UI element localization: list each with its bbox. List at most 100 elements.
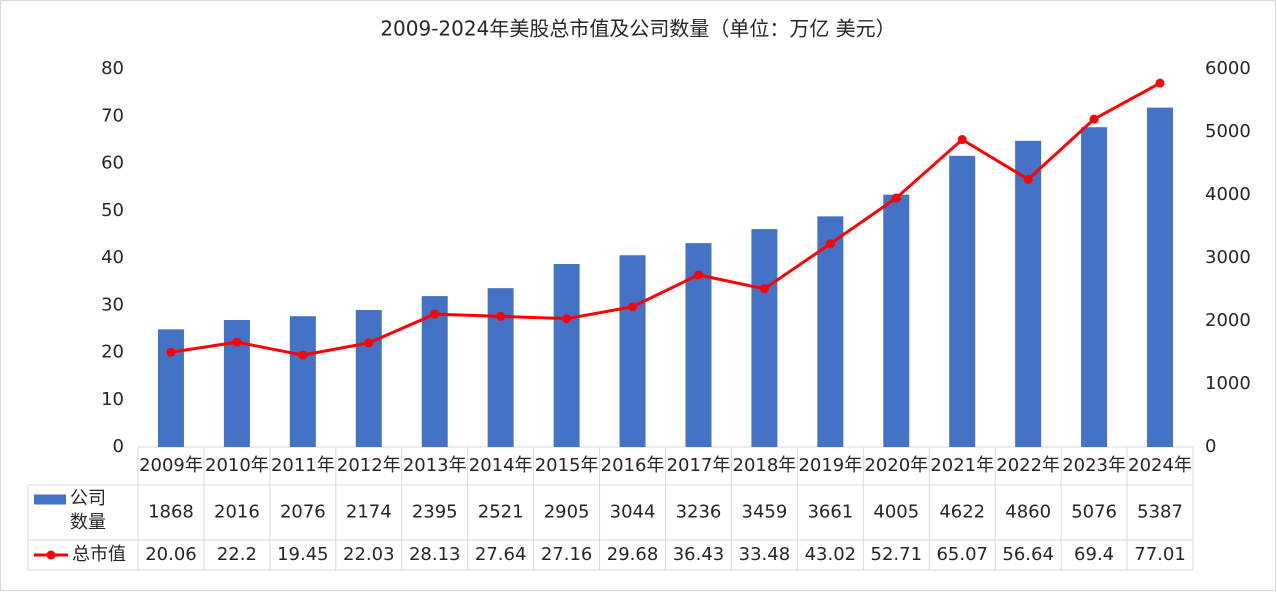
y-tick-label: 10 xyxy=(101,389,124,410)
legend-key xyxy=(46,550,56,560)
marker xyxy=(496,311,506,321)
table-value: 43.02 xyxy=(805,544,857,565)
y2-tick-label: 1000 xyxy=(1205,373,1251,394)
bar xyxy=(289,316,316,447)
table-value: 2521 xyxy=(478,502,524,523)
marker xyxy=(628,302,638,312)
marker xyxy=(891,193,901,203)
y2-tick-label: 3000 xyxy=(1205,247,1251,268)
x-tick-label: 2020年 xyxy=(864,455,928,476)
marker xyxy=(1089,114,1099,124)
y-tick-label: 30 xyxy=(101,294,124,315)
x-tick-label: 2017年 xyxy=(667,455,731,476)
table-value: 29.68 xyxy=(607,544,659,565)
table-value: 2174 xyxy=(346,502,392,523)
marker xyxy=(364,338,374,348)
x-tick-label: 2023年 xyxy=(1062,455,1126,476)
x-tick-label: 2011年 xyxy=(271,455,335,476)
table-value: 5387 xyxy=(1137,502,1183,523)
x-tick-label: 2012年 xyxy=(337,455,401,476)
marker xyxy=(430,309,440,319)
bar xyxy=(421,296,448,447)
y2-tick-label: 4000 xyxy=(1205,184,1251,205)
table-value: 20.06 xyxy=(145,544,197,565)
marker xyxy=(562,314,572,324)
bar xyxy=(949,155,976,447)
table-value: 77.01 xyxy=(1134,544,1186,565)
table-value: 33.48 xyxy=(739,544,791,565)
table-value: 3661 xyxy=(807,502,853,523)
y-tick-label: 70 xyxy=(101,105,124,126)
marker xyxy=(232,337,242,347)
x-tick-label: 2018年 xyxy=(733,455,797,476)
marker xyxy=(825,239,835,249)
y-tick-label: 60 xyxy=(101,153,124,174)
table-value: 4860 xyxy=(1005,502,1051,523)
marker xyxy=(298,350,308,360)
table-value: 3044 xyxy=(610,502,656,523)
bar xyxy=(355,310,382,447)
y2-tick-label: 5000 xyxy=(1205,121,1251,142)
x-tick-label: 2016年 xyxy=(601,455,665,476)
bar xyxy=(751,229,778,447)
legend-label: 总市值 xyxy=(72,544,126,565)
y-tick-label: 20 xyxy=(101,342,124,363)
table-value: 69.4 xyxy=(1074,544,1114,565)
x-tick-label: 2021年 xyxy=(930,455,994,476)
y-tick-label: 0 xyxy=(113,436,124,457)
x-tick-label: 2014年 xyxy=(469,455,533,476)
marker xyxy=(1155,78,1165,88)
marker xyxy=(1023,174,1033,184)
marker xyxy=(957,135,967,145)
table-value: 56.64 xyxy=(1002,544,1054,565)
bar xyxy=(883,194,910,447)
marker xyxy=(759,284,769,294)
marker xyxy=(693,270,703,280)
table-value: 28.13 xyxy=(409,544,461,565)
table-value: 3459 xyxy=(742,502,788,523)
legend-label-box: 公司数量 xyxy=(70,488,106,533)
legend-key xyxy=(34,494,66,505)
x-tick-label: 2009年 xyxy=(139,455,203,476)
bar xyxy=(157,329,184,447)
y2-tick-label: 0 xyxy=(1205,436,1216,457)
table-value: 2016 xyxy=(214,502,260,523)
legend-label: 公司数量 xyxy=(70,488,106,533)
bar xyxy=(619,255,646,447)
x-tick-label: 2019年 xyxy=(798,455,862,476)
y2-tick-label: 6000 xyxy=(1205,58,1251,79)
y2-tick-label: 2000 xyxy=(1205,310,1251,331)
table-value: 27.64 xyxy=(475,544,527,565)
bar xyxy=(1015,140,1042,447)
chart-title: 2009-2024年美股总市值及公司数量（单位：万亿 美元） xyxy=(380,17,895,41)
table-value: 52.71 xyxy=(871,544,923,565)
table-value: 5076 xyxy=(1071,502,1117,523)
y-tick-label: 40 xyxy=(101,247,124,268)
x-tick-label: 2010年 xyxy=(205,455,269,476)
table-value: 65.07 xyxy=(936,544,988,565)
table-value: 36.43 xyxy=(673,544,725,565)
table-value: 2395 xyxy=(412,502,458,523)
table-value: 1868 xyxy=(148,502,194,523)
bar xyxy=(1081,127,1108,447)
marker xyxy=(166,347,176,357)
table-value: 2076 xyxy=(280,502,326,523)
bar xyxy=(1147,107,1174,447)
x-tick-label: 2015年 xyxy=(535,455,599,476)
x-tick-label: 2013年 xyxy=(403,455,467,476)
table-value: 27.16 xyxy=(541,544,593,565)
x-tick-label: 2022年 xyxy=(996,455,1060,476)
table-value: 2905 xyxy=(544,502,590,523)
line xyxy=(170,81,1161,357)
table-value: 3236 xyxy=(676,502,722,523)
table-value: 4005 xyxy=(873,502,919,523)
bar xyxy=(817,216,844,447)
x-tick-label: 2024年 xyxy=(1128,455,1192,476)
table-value: 4622 xyxy=(939,502,985,523)
y-tick-label: 50 xyxy=(101,200,124,221)
table-value: 22.03 xyxy=(343,544,395,565)
bar xyxy=(553,263,580,447)
table-value: 22.2 xyxy=(217,544,257,565)
